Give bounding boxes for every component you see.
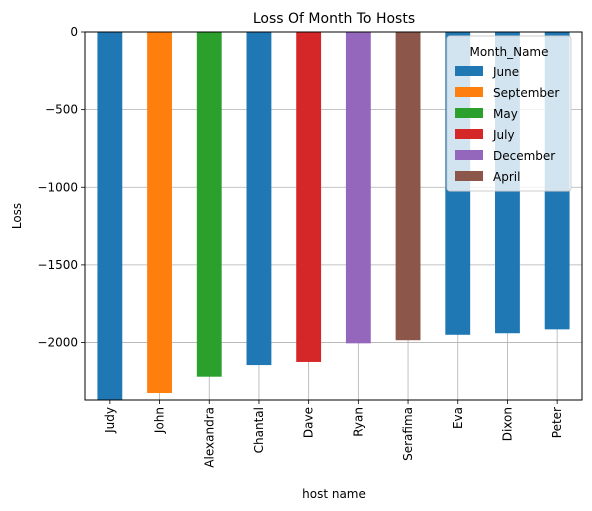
y-axis: 0 −500 −1000 −1500 −2000 [37,25,85,350]
x-axis-label: host name [302,487,366,501]
bar [196,32,222,377]
x-tick-label: Dave [302,407,316,438]
x-tick-label: Alexandra [202,407,216,468]
bar [345,32,371,344]
y-tick-label: −2000 [37,336,78,350]
legend-swatch [455,66,483,76]
legend-label: July [492,128,515,142]
legend-swatch [455,108,483,118]
y-tick-label: −500 [45,103,78,117]
plot-frame [84,31,583,401]
legend-label: September [493,86,559,100]
legend-swatch [455,129,483,139]
legend-swatch [455,87,483,97]
x-tick-label: Chantal [252,407,266,453]
bar [147,32,172,394]
legend-label: June [492,65,519,79]
x-tick-label: Peter [550,407,564,438]
chart-title: Loss Of Month To Hosts [253,11,415,27]
y-axis-label: Loss [10,203,24,229]
y-tick-label: −1000 [37,180,78,194]
y-tick-label: 0 [70,25,78,39]
x-tick-label: Serafima [401,407,415,461]
x-tick-label: Ryan [351,407,365,437]
legend-label: May [493,107,518,121]
bar [395,32,421,341]
bar [97,32,123,400]
x-tick-label: Judy [103,407,117,434]
legend-swatch [455,171,483,181]
x-tick-label: John [153,407,167,434]
bar [246,32,272,366]
x-tick-label: Dixon [500,407,514,441]
legend-title: Month_Name [469,45,548,59]
x-tick-label: Eva [451,407,465,429]
bar [296,32,322,362]
legend-label: April [493,170,520,184]
legend-label: December [493,149,555,163]
bars [97,32,570,400]
legend: Month_Name June September May July December Ap… [446,35,572,192]
legend-swatch [455,150,483,160]
y-tick-label: −1500 [37,258,78,272]
x-axis: Judy John Alexandra Chantal Dave Ryan Serafima… [103,400,564,468]
